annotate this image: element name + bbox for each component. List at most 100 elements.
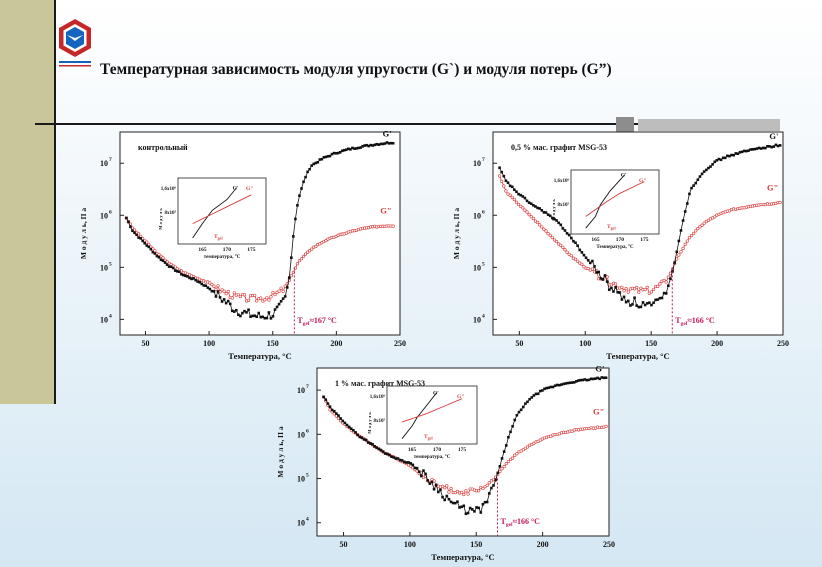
series-g-prime-point [508,184,512,188]
series-g-prime-point [551,385,555,389]
series-g-prime-point [599,277,603,280]
series-g-prime-point [683,210,687,213]
series-g-prime-point [403,460,406,464]
series-g-prime-point [428,482,432,485]
series-g-double-prime-point [529,215,533,219]
series-g-prime-point [523,196,527,200]
series-g-double-prime-point [546,232,550,236]
series-g-prime-point [532,203,535,207]
series-g-prime-point [639,305,643,309]
series-g-prime-point [504,179,508,183]
series-g-prime-point [660,296,664,300]
series-g-prime-point [502,174,506,178]
series-g-prime-point [711,163,714,166]
series-g-prime-point [702,170,706,173]
series-g-double-prime-point [449,486,453,491]
series-g-prime-point [375,142,379,146]
series-g-prime-point [281,297,285,300]
inset-x-tick-label: 165 [591,237,600,243]
series-g-prime-point [373,445,376,448]
series-g-prime-point [206,286,210,289]
series-g-prime-point [296,204,299,207]
series-g-prime-point [198,280,201,284]
series-label-g-prime: G' [769,131,778,141]
inset-y-axis-label: М о д у л ь [158,208,163,230]
series-g-prime-point [730,153,733,157]
series-g-prime-point [255,315,258,319]
series-g-prime-point [584,256,588,260]
series-g-prime-point [302,180,305,184]
series-g-prime-point [585,378,589,382]
series-g-prime-point [728,154,731,158]
series-g-prime-point [583,378,587,381]
series-g-prime-point [269,317,273,320]
series-label-g-double-prime: G" [593,406,604,416]
series-g-prime-point [594,377,597,380]
inset-plot: 1,6x10⁶ 8x10⁵ 165 170 175 Температура, °C М о … [551,169,660,250]
inset-label-g-prime: G' [621,173,627,179]
series-g-double-prime-point [310,247,314,251]
series-g-prime-point [318,158,322,161]
series-g-prime-point [351,146,354,150]
x-tick-label: 150 [470,540,482,549]
series-g-prime-point [764,146,767,150]
series-g-prime-point [273,308,277,311]
series-g-prime-point [263,316,267,320]
series-g-prime-point [460,505,463,509]
series-g-prime-point [545,386,548,390]
series-g-prime-point [458,506,461,509]
series-g-prime-point [283,295,287,298]
series-g-prime-point [322,156,326,159]
series-g-prime-point [726,154,729,158]
series-g-prime-point [563,229,567,232]
y-tick-exponent: 6 [306,428,309,434]
series-g-prime-point [475,506,478,509]
series-g-double-prime-point [622,289,626,293]
series-g-prime-point [285,286,289,289]
series-g-prime-point [271,315,275,318]
series-g-double-prime-point [273,292,277,297]
x-tick-label: 50 [340,540,348,549]
series-g-prime-point [602,376,606,380]
x-tick-label: 50 [515,339,523,348]
inset-frame [386,385,478,445]
y-tick-exponent: 7 [306,384,309,390]
series-g-prime-point [377,143,381,146]
series-g-double-prime-point [685,239,689,243]
series-g-double-prime-point [576,259,580,263]
series-g-prime-point [529,202,533,205]
series-g-prime-point [447,497,451,501]
series-g-prime-point [316,160,320,164]
series-g-double-prime-point [500,179,504,183]
y-axis-label: М о д у л ь, П а [79,208,88,259]
series-g-prime-point [377,447,381,451]
series-g-prime-point [470,508,474,511]
series-g-prime-point [220,300,224,303]
decor-bar-light [638,119,780,131]
series-g-prime-point [742,149,746,153]
series-g-prime-point [626,299,630,303]
series-g-double-prime-point [455,489,460,493]
series-g-prime-point [532,394,536,397]
series-g-prime-point [364,438,368,442]
y-tick-label: 10 [473,315,481,324]
series-g-prime-point [622,295,626,299]
x-tick-label: 100 [203,339,215,348]
series-g-prime-point [572,381,576,384]
inset-x-axis-label: Температура, °C [596,245,634,250]
series-g-double-prime-point [447,490,451,494]
series-label-g-double-prime: G" [767,182,778,192]
series-g-prime-point [506,181,510,184]
series-g-prime-point [161,259,165,263]
series-g-prime-point [588,261,592,265]
series-g-double-prime-point [620,285,624,289]
series-g-prime-point [498,166,501,170]
series-g-prime-point [312,162,316,166]
series-g-prime-point [629,304,632,307]
series-g-double-prime-point [238,294,242,299]
y-tick-exponent: 4 [482,313,485,319]
series-g-prime-point [511,424,514,428]
series-g-prime-point [359,146,362,149]
series-g-prime-point [538,389,542,393]
series-g-prime-point [631,303,634,306]
